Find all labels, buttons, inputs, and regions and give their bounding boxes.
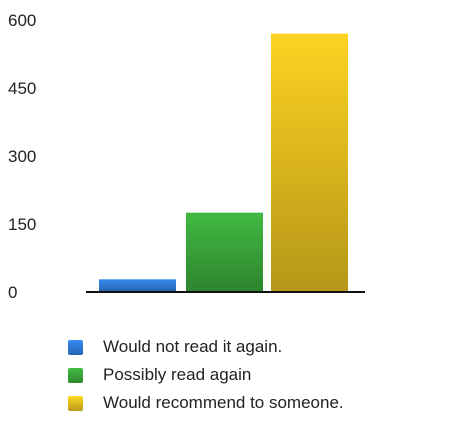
legend-swatch-yellow bbox=[68, 395, 83, 411]
bar bbox=[99, 279, 176, 292]
legend-item-possibly-read-again: Possibly read again bbox=[68, 364, 344, 386]
y-tick-label: 600 bbox=[8, 11, 36, 30]
bar bbox=[271, 33, 348, 292]
y-tick-label: 0 bbox=[8, 283, 17, 302]
legend: Would not read it again. Possibly read a… bbox=[68, 336, 344, 414]
legend-item-would-recommend: Would recommend to someone. bbox=[68, 392, 344, 414]
y-tick-label: 300 bbox=[8, 147, 36, 166]
legend-label: Would not read it again. bbox=[103, 337, 283, 356]
y-tick-label: 450 bbox=[8, 79, 36, 98]
bar bbox=[186, 212, 263, 292]
legend-label: Possibly read again bbox=[103, 365, 252, 384]
legend-item-not-read-again: Would not read it again. bbox=[68, 336, 344, 358]
legend-label: Would recommend to someone. bbox=[103, 393, 344, 412]
y-tick-label: 150 bbox=[8, 215, 36, 234]
legend-swatch-green bbox=[68, 367, 83, 383]
legend-swatch-blue bbox=[68, 339, 83, 355]
bar-chart-plot: 0 150 300 450 600 bbox=[8, 11, 365, 302]
